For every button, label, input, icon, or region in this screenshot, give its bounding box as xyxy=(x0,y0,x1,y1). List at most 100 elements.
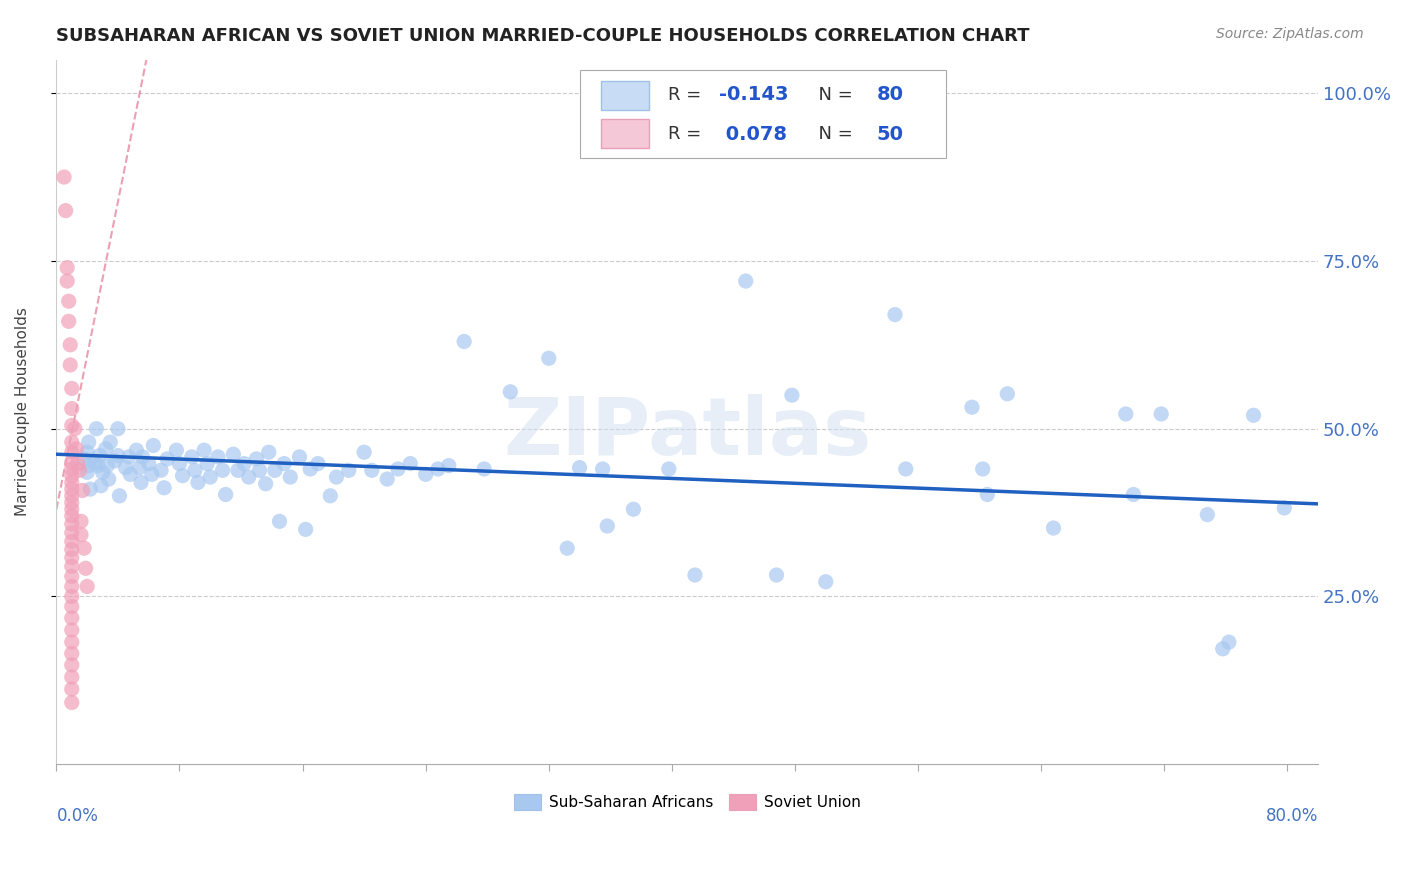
Point xyxy=(683,568,706,582)
Point xyxy=(226,463,249,477)
Point xyxy=(55,203,77,218)
Point xyxy=(299,462,322,476)
Point xyxy=(319,489,342,503)
Point xyxy=(65,442,87,456)
Y-axis label: Married-couple Households: Married-couple Households xyxy=(15,308,30,516)
Point xyxy=(156,451,179,466)
Point xyxy=(96,458,118,473)
Point xyxy=(995,386,1018,401)
Point xyxy=(94,442,117,456)
Point xyxy=(1272,500,1295,515)
Point xyxy=(129,475,152,490)
Point xyxy=(60,670,83,684)
Point xyxy=(128,460,150,475)
Point xyxy=(1197,508,1219,522)
Point xyxy=(60,635,83,649)
Point xyxy=(360,463,382,477)
Point xyxy=(60,475,83,490)
Point xyxy=(184,463,207,477)
Point xyxy=(60,435,83,450)
Point xyxy=(780,388,803,402)
Point xyxy=(60,502,83,516)
Legend: Sub-Saharan Africans, Soviet Union: Sub-Saharan Africans, Soviet Union xyxy=(508,789,866,816)
Point xyxy=(63,422,86,436)
Text: R =: R = xyxy=(668,126,707,144)
Point xyxy=(60,559,83,574)
Point xyxy=(60,611,83,625)
Point xyxy=(894,462,917,476)
FancyBboxPatch shape xyxy=(581,70,946,158)
Point xyxy=(58,314,80,328)
Point xyxy=(107,449,129,463)
Point xyxy=(104,454,127,468)
Point xyxy=(257,445,280,459)
Text: ZIPatlas: ZIPatlas xyxy=(503,394,872,472)
Point xyxy=(120,467,142,482)
Point xyxy=(60,401,83,416)
Point xyxy=(960,401,983,415)
Point xyxy=(972,462,994,476)
Point xyxy=(233,457,256,471)
Point xyxy=(976,487,998,501)
Point xyxy=(79,482,101,496)
Point xyxy=(72,483,94,498)
Point xyxy=(325,470,347,484)
Point xyxy=(70,514,93,528)
Point xyxy=(150,463,173,477)
Point xyxy=(60,569,83,583)
Point xyxy=(153,481,176,495)
Point xyxy=(353,445,375,459)
Point xyxy=(195,457,218,471)
Point xyxy=(814,574,837,589)
Point xyxy=(125,443,148,458)
Point xyxy=(165,443,187,458)
Point xyxy=(97,472,120,486)
Point xyxy=(499,384,522,399)
Point xyxy=(1212,641,1234,656)
Point xyxy=(1042,521,1064,535)
Point xyxy=(91,466,114,480)
Point xyxy=(142,438,165,452)
Point xyxy=(77,458,100,473)
Point xyxy=(60,542,83,557)
Point xyxy=(70,527,93,541)
Point xyxy=(273,457,295,471)
Point xyxy=(884,308,907,322)
Point xyxy=(249,463,271,477)
Text: SUBSAHARAN AFRICAN VS SOVIET UNION MARRIED-COUPLE HOUSEHOLDS CORRELATION CHART: SUBSAHARAN AFRICAN VS SOVIET UNION MARRI… xyxy=(56,27,1029,45)
Text: -0.143: -0.143 xyxy=(718,86,789,104)
Point xyxy=(73,451,96,466)
Point xyxy=(592,462,614,476)
Point xyxy=(214,487,236,501)
Point xyxy=(108,489,131,503)
Text: R =: R = xyxy=(668,86,707,103)
Point xyxy=(245,451,267,466)
Point xyxy=(596,519,619,533)
Point xyxy=(86,422,108,436)
Point xyxy=(187,475,209,490)
Point xyxy=(555,541,578,556)
Point xyxy=(77,435,100,450)
Point xyxy=(75,561,97,575)
Point xyxy=(437,458,460,473)
Point xyxy=(288,450,311,464)
Point xyxy=(415,467,437,482)
Point xyxy=(83,455,105,469)
Point xyxy=(472,462,495,476)
Point xyxy=(53,169,76,184)
Point xyxy=(60,657,83,672)
Point xyxy=(568,460,591,475)
Point xyxy=(87,458,110,473)
Point xyxy=(60,445,83,459)
Point xyxy=(734,274,756,288)
Point xyxy=(58,294,80,309)
Point xyxy=(207,450,229,464)
Point xyxy=(1115,407,1137,421)
Point xyxy=(60,682,83,697)
Point xyxy=(60,696,83,710)
Point xyxy=(169,457,191,471)
Point xyxy=(60,508,83,523)
Point xyxy=(337,463,360,477)
Text: 80: 80 xyxy=(876,86,904,104)
Point xyxy=(658,462,681,476)
